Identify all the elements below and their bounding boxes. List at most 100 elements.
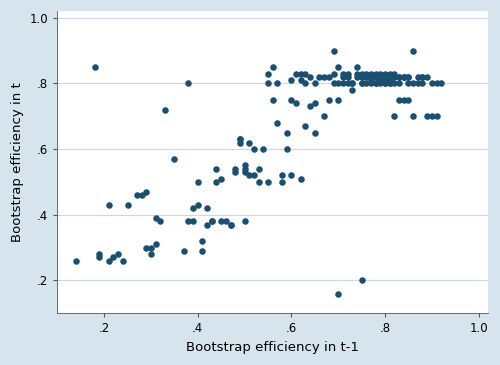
Point (367, 77, 375, 83)
Point (432, 113, 440, 119)
Point (226, 222, 234, 227)
Point (330, 80, 338, 86)
Point (302, 123, 310, 129)
Point (395, 97, 403, 103)
Point (208, 218, 216, 224)
Point (376, 70, 384, 76)
Point (292, 100, 300, 106)
Point (390, 80, 398, 86)
Point (124, 202, 132, 208)
Point (409, 80, 417, 86)
Point (217, 176, 225, 181)
Point (184, 218, 192, 224)
Point (400, 74, 407, 80)
Point (198, 248, 206, 254)
Point (72, 258, 80, 264)
Point (409, 113, 417, 119)
Point (311, 80, 319, 86)
Point (367, 74, 375, 80)
Point (311, 100, 319, 106)
Point (339, 70, 347, 76)
Point (105, 258, 113, 264)
Point (114, 251, 122, 257)
Point (302, 70, 310, 76)
Point (390, 113, 398, 119)
Point (362, 70, 370, 76)
Point (161, 107, 169, 112)
Point (240, 218, 248, 224)
Point (395, 74, 403, 80)
Point (358, 277, 366, 283)
Point (325, 74, 333, 80)
Point (236, 139, 244, 145)
Point (222, 218, 230, 224)
Point (353, 70, 361, 76)
Point (362, 74, 370, 80)
Point (282, 146, 290, 152)
Point (91, 64, 99, 70)
Point (316, 74, 324, 80)
Point (189, 218, 197, 224)
Point (302, 80, 310, 86)
Point (260, 146, 268, 152)
Point (184, 80, 192, 86)
Point (288, 172, 296, 178)
Point (386, 74, 394, 80)
Point (395, 74, 403, 80)
Point (296, 176, 304, 181)
Point (96, 251, 104, 257)
Point (194, 179, 202, 185)
Point (386, 80, 394, 86)
Point (278, 172, 286, 178)
Point (348, 80, 356, 86)
Point (138, 192, 145, 198)
Point (212, 166, 220, 172)
Point (334, 97, 342, 103)
Point (376, 80, 384, 86)
Point (381, 70, 389, 76)
Point (386, 80, 394, 86)
Point (156, 218, 164, 224)
Point (264, 179, 272, 185)
Point (376, 77, 384, 83)
Point (96, 254, 104, 260)
Point (170, 156, 178, 162)
Point (288, 77, 296, 83)
Point (198, 238, 206, 244)
Point (320, 113, 328, 119)
Point (381, 77, 389, 83)
Point (418, 74, 426, 80)
Point (240, 169, 248, 175)
Point (372, 70, 380, 76)
Point (348, 87, 356, 93)
Point (409, 47, 417, 53)
Point (404, 80, 412, 86)
Point (311, 130, 319, 135)
Point (330, 47, 338, 53)
Point (418, 74, 426, 80)
Point (353, 64, 361, 70)
Point (432, 80, 440, 86)
Point (236, 136, 244, 142)
Point (231, 166, 239, 172)
Point (142, 245, 150, 250)
Point (142, 189, 150, 195)
Point (400, 74, 407, 80)
Point (278, 179, 286, 185)
Point (400, 97, 407, 103)
Point (152, 215, 160, 221)
Point (358, 70, 366, 76)
Point (381, 80, 389, 86)
Point (344, 70, 351, 76)
Point (358, 74, 366, 80)
Point (292, 70, 300, 76)
Point (147, 251, 155, 257)
Point (105, 202, 113, 208)
Point (358, 80, 366, 86)
Point (231, 169, 239, 175)
Point (334, 80, 342, 86)
Point (203, 205, 211, 211)
Point (404, 74, 412, 80)
Point (428, 113, 436, 119)
Point (344, 74, 351, 80)
